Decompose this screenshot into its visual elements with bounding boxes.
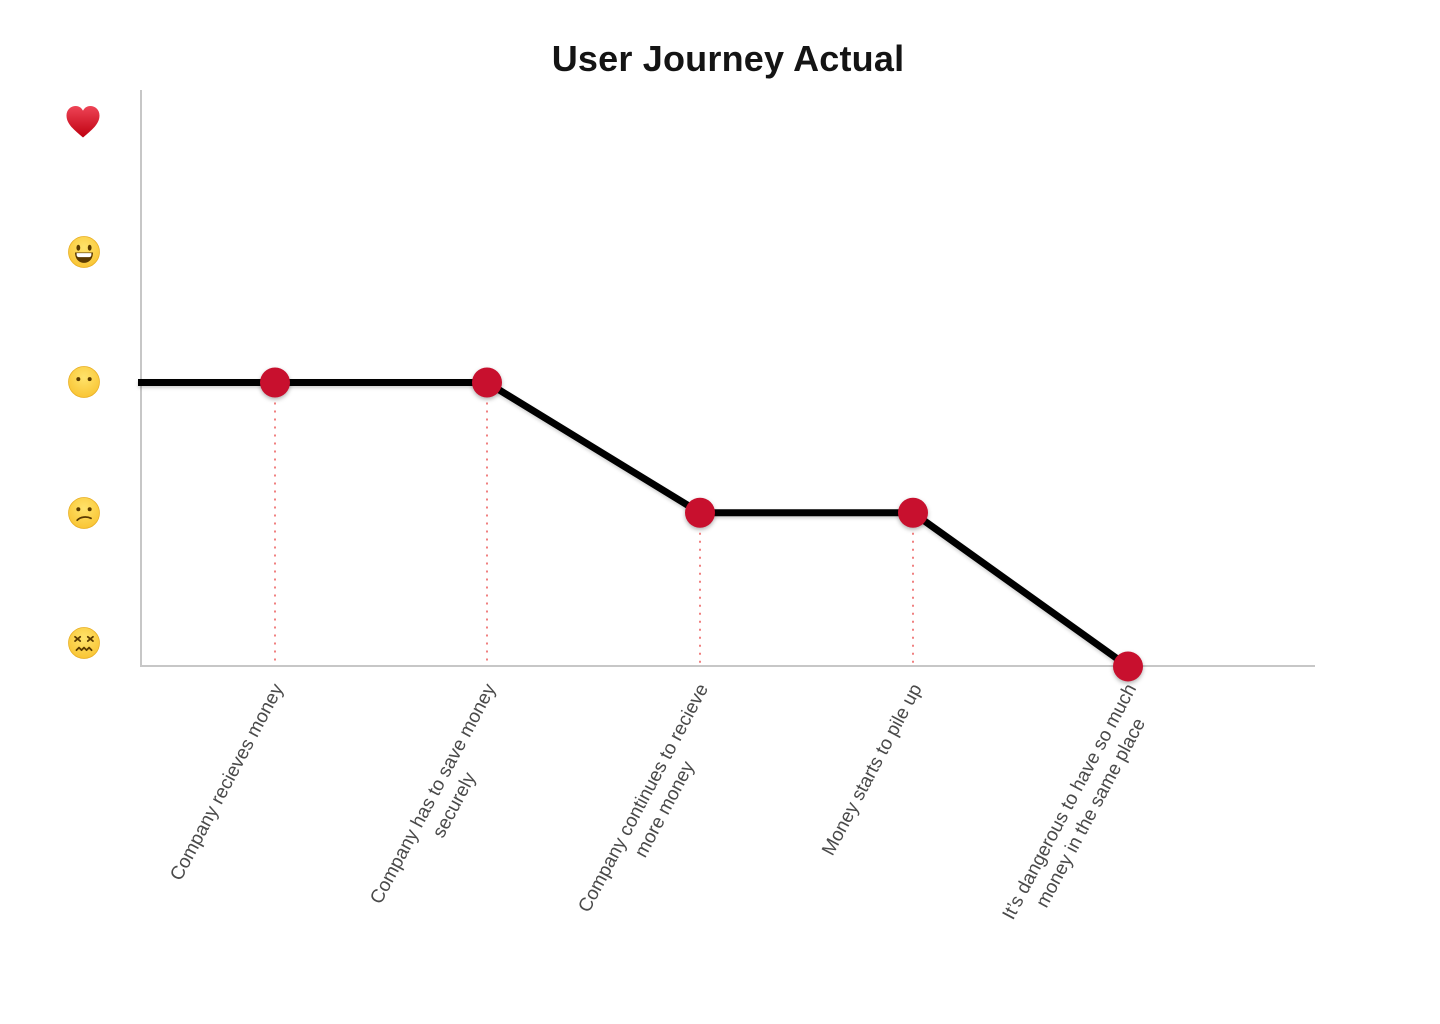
- red-heart-icon: [63, 102, 103, 142]
- chart-title: User Journey Actual: [551, 38, 905, 79]
- grinning-face-icon: [67, 235, 101, 269]
- journey-point: [685, 497, 715, 528]
- journey-point: [260, 367, 290, 398]
- confused-face-icon: [67, 496, 101, 530]
- face-without-mouth-icon: [67, 365, 101, 399]
- journey-point: [1113, 651, 1143, 682]
- journey-point: [472, 367, 502, 398]
- journey-point: [898, 497, 928, 528]
- journey-line: [138, 379, 1131, 670]
- confounded-face-icon: [67, 626, 101, 660]
